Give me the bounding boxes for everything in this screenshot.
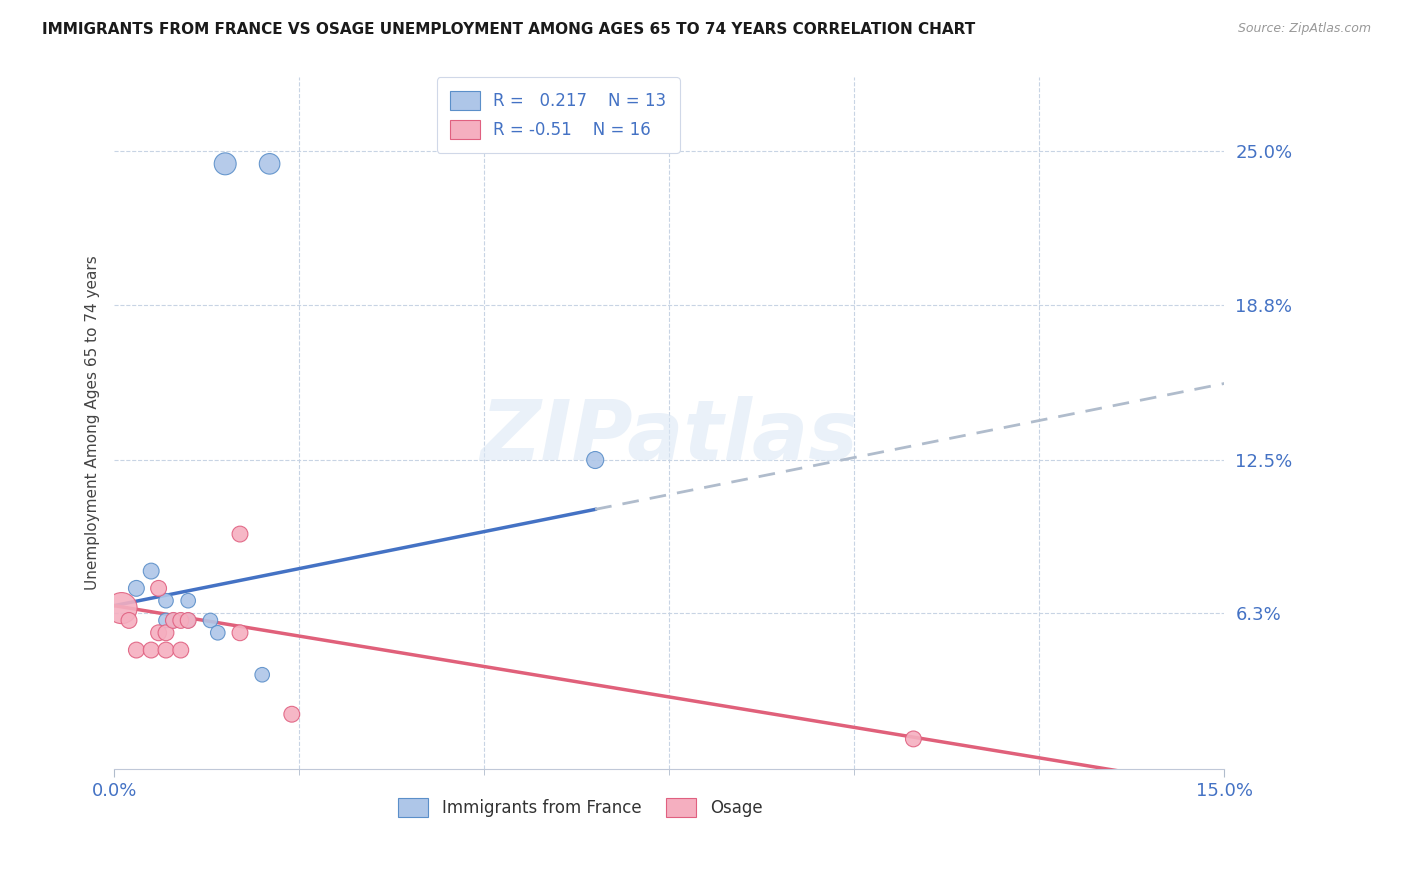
Point: [148, 625, 170, 640]
Point: [155, 614, 177, 628]
Point: [170, 643, 193, 657]
Point: [141, 643, 163, 657]
Point: [177, 614, 200, 628]
Point: [583, 453, 606, 467]
Point: [229, 625, 252, 640]
Point: [155, 643, 177, 657]
Point: [162, 614, 184, 628]
Point: [110, 601, 132, 615]
Point: [214, 157, 236, 171]
Point: [250, 667, 273, 681]
Text: IMMIGRANTS FROM FRANCE VS OSAGE UNEMPLOYMENT AMONG AGES 65 TO 74 YEARS CORRELATI: IMMIGRANTS FROM FRANCE VS OSAGE UNEMPLOY…: [42, 22, 976, 37]
Point: [200, 614, 222, 628]
Point: [141, 564, 163, 578]
Legend: Immigrants from France, Osage: Immigrants from France, Osage: [392, 791, 769, 824]
Point: [207, 625, 229, 640]
Text: Source: ZipAtlas.com: Source: ZipAtlas.com: [1237, 22, 1371, 36]
Point: [259, 157, 281, 171]
Point: [281, 707, 304, 722]
Point: [177, 593, 200, 607]
Text: ZIPatlas: ZIPatlas: [481, 396, 858, 477]
Point: [125, 643, 148, 657]
Point: [170, 614, 193, 628]
Point: [155, 593, 177, 607]
Point: [125, 582, 148, 596]
Point: [118, 614, 141, 628]
Point: [229, 527, 252, 541]
Point: [155, 625, 177, 640]
Point: [177, 614, 200, 628]
Point: [903, 731, 925, 746]
Y-axis label: Unemployment Among Ages 65 to 74 years: Unemployment Among Ages 65 to 74 years: [86, 256, 100, 591]
Point: [162, 614, 184, 628]
Point: [148, 582, 170, 596]
